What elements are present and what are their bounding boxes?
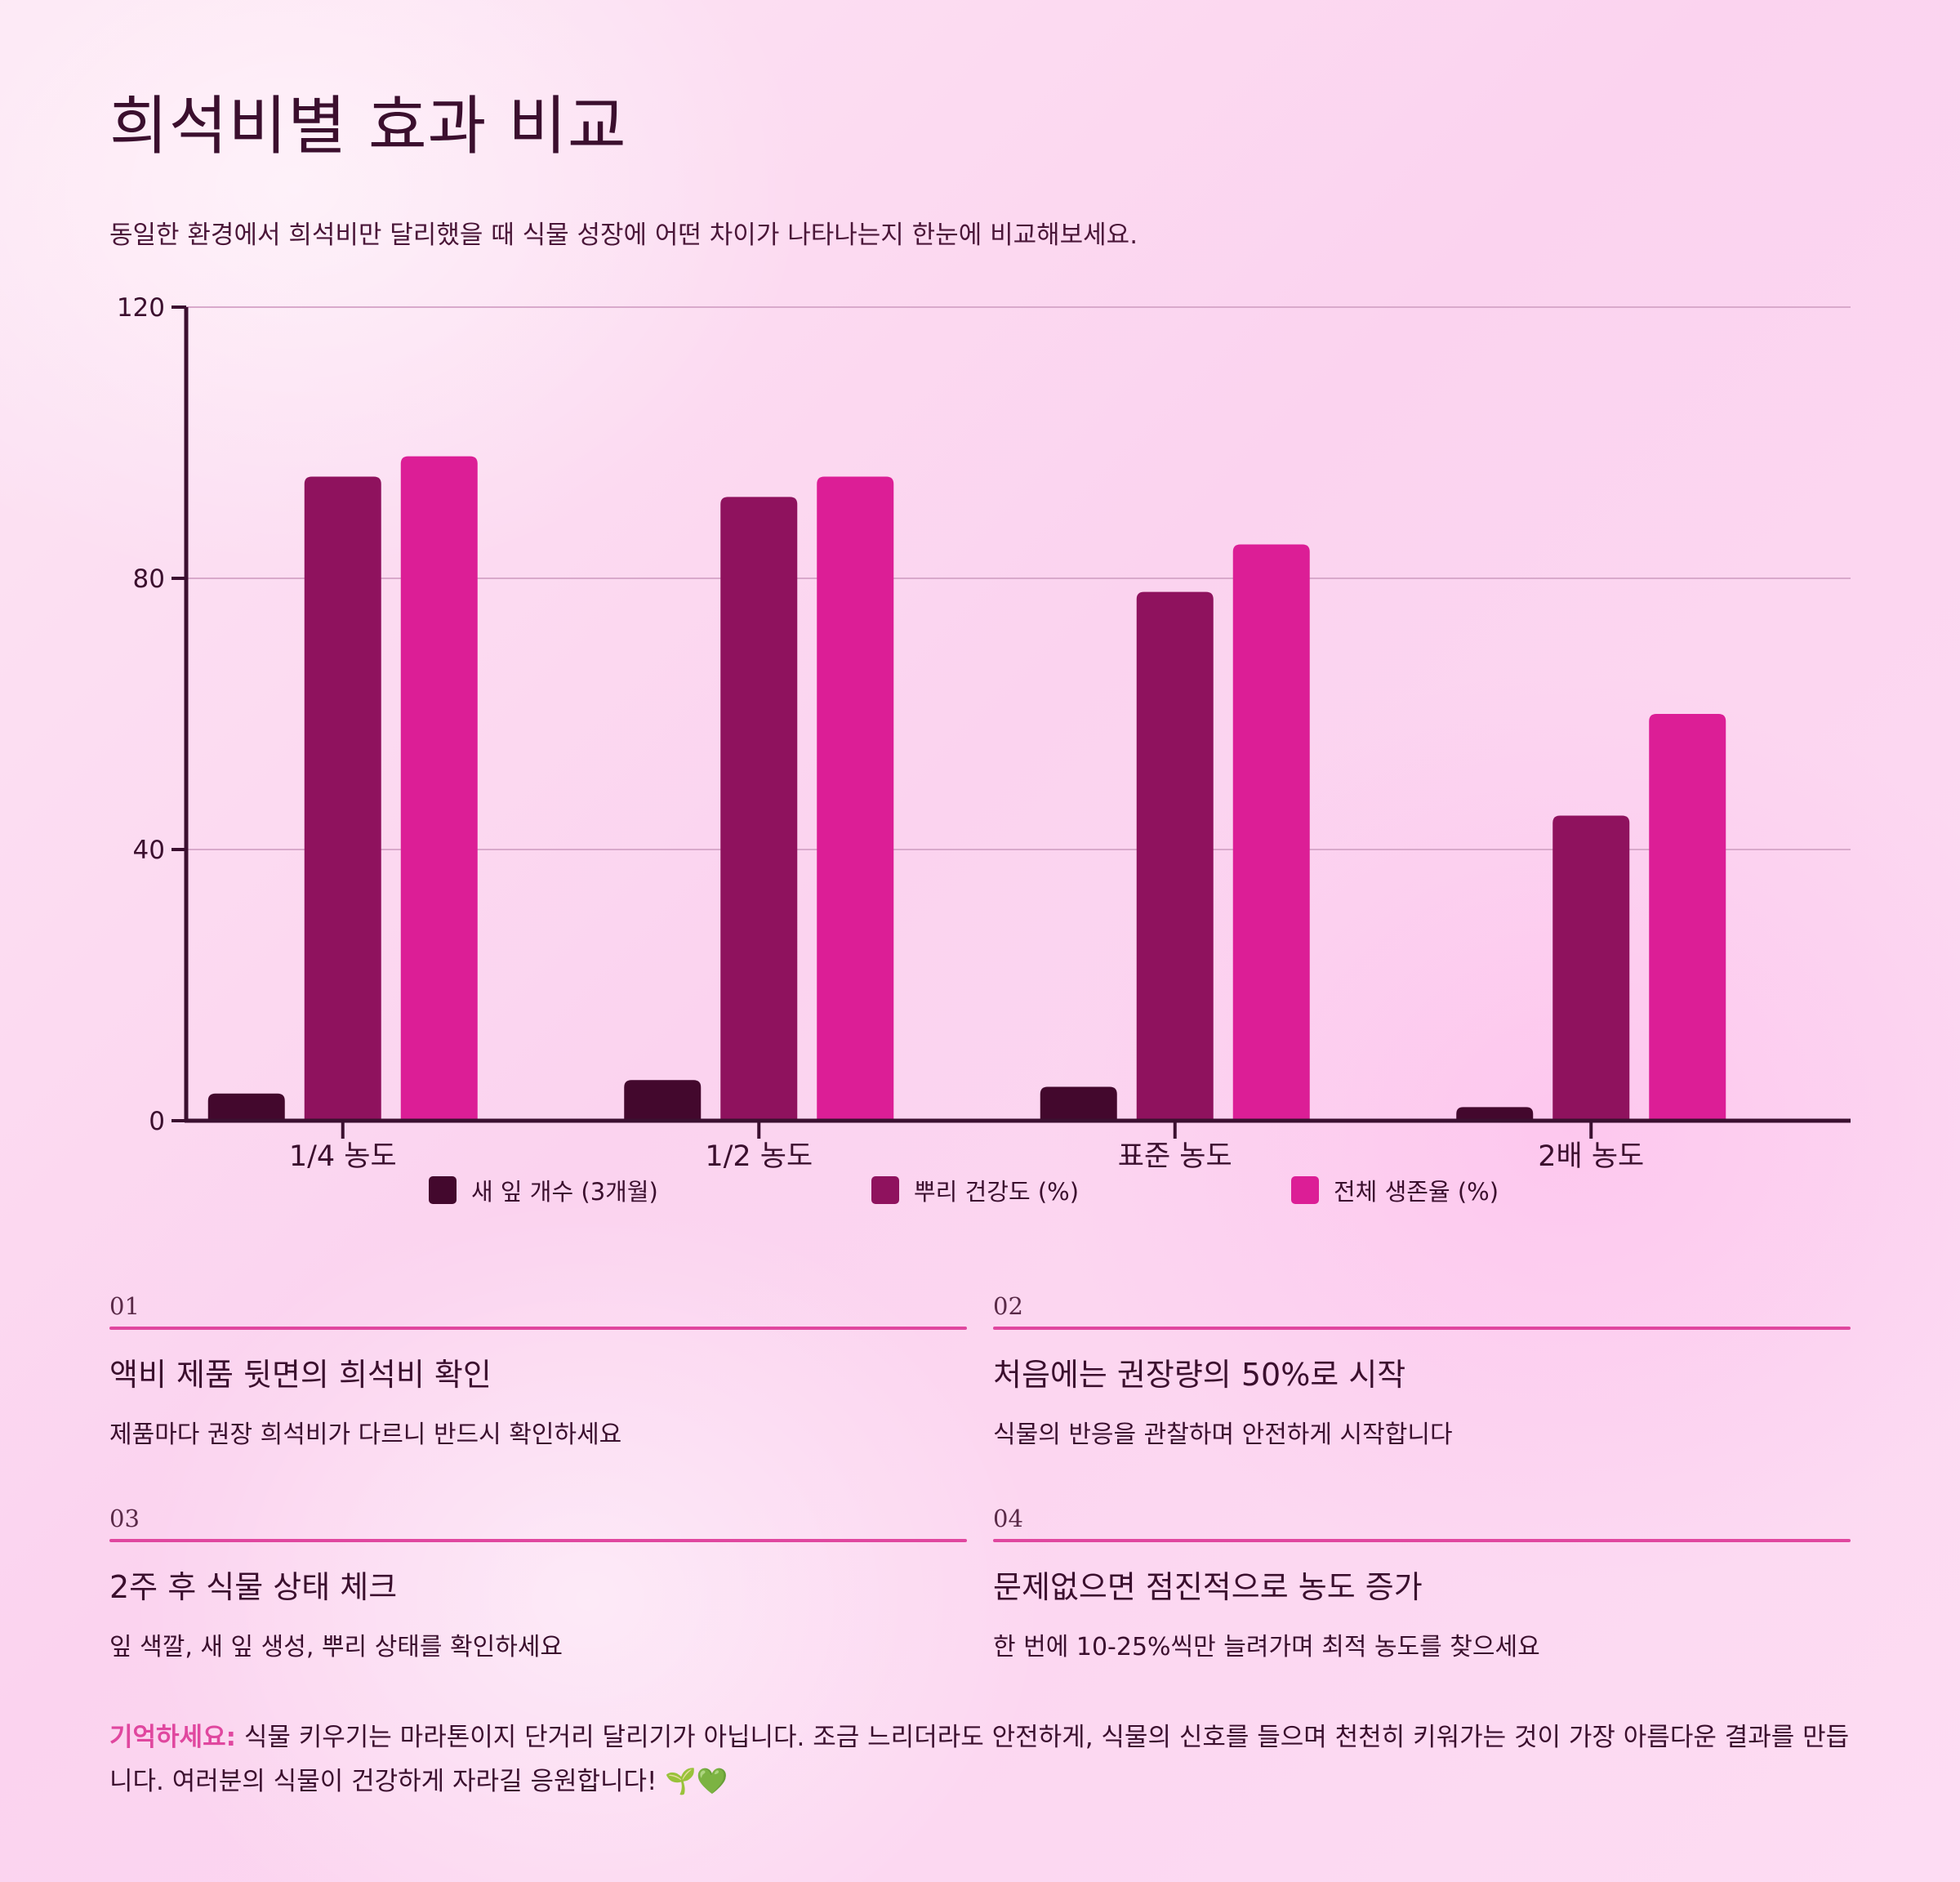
step-number: 01 xyxy=(109,1292,140,1320)
reminder-text: 식물 키우기는 마라톤이지 단거리 달리기가 아닙니다. 조금 느리더라도 안전… xyxy=(109,1723,1850,1796)
bar xyxy=(304,476,381,1121)
step-title: 문제없으면 점진적으로 농도 증가 xyxy=(993,1569,1423,1605)
step-number: 02 xyxy=(993,1292,1023,1320)
chart-legend: 새 잎 개수 (3개월) 뿌리 건강도 (%) 전체 생존율 (%) xyxy=(0,1173,1960,1206)
step-number: 04 xyxy=(993,1505,1023,1532)
x-tick-label: 2배 농도 xyxy=(1538,1140,1644,1173)
step-card: 01 액비 제품 뒷면의 희석비 확인 제품마다 권장 희석비가 다르니 반드시… xyxy=(109,1292,967,1450)
step-divider xyxy=(109,1539,967,1542)
page-subtitle: 동일한 환경에서 희석비만 달리했을 때 식물 성장에 어떤 차이가 나타나는지… xyxy=(109,221,1138,250)
step-title: 액비 제품 뒷면의 희석비 확인 xyxy=(109,1357,492,1393)
reminder-label: 기억하세요: xyxy=(109,1723,236,1752)
bar xyxy=(400,456,478,1121)
legend-item-new-leaves: 새 잎 개수 (3개월) xyxy=(429,1173,658,1207)
x-tick-label: 표준 농도 xyxy=(1118,1140,1232,1173)
reminder-note: 기억하세요: 식물 키우기는 마라톤이지 단거리 달리기가 아닙니다. 조금 느… xyxy=(109,1715,1857,1804)
page-title: 희석비별 효과 비교 xyxy=(109,90,627,163)
x-tick-label: 1/2 농도 xyxy=(705,1140,813,1173)
legend-swatch xyxy=(871,1176,899,1204)
x-tick-label: 1/4 농도 xyxy=(289,1140,397,1173)
step-number: 03 xyxy=(109,1505,140,1532)
step-description: 잎 색깔, 새 잎 생성, 뿌리 상태를 확인하세요 xyxy=(109,1633,564,1661)
y-tick-label: 0 xyxy=(149,1107,165,1136)
step-card: 04 문제없으면 점진적으로 농도 증가 한 번에 10-25%씩만 늘려가며 … xyxy=(993,1505,1851,1662)
step-title: 처음에는 권장량의 50%로 시작 xyxy=(993,1357,1406,1393)
legend-swatch xyxy=(1291,1176,1319,1204)
bar xyxy=(624,1080,702,1121)
y-tick-label: 120 xyxy=(117,293,165,323)
step-description: 식물의 반응을 관찰하며 안전하게 시작합니다 xyxy=(993,1420,1453,1449)
bar xyxy=(207,1093,285,1121)
bar xyxy=(720,497,798,1121)
step-divider xyxy=(993,1327,1851,1330)
y-tick-label: 40 xyxy=(133,836,165,865)
step-card: 02 처음에는 권장량의 50%로 시작 식물의 반응을 관찰하며 안전하게 시… xyxy=(993,1292,1851,1450)
bar-chart: 1/4 농도 1/2 농도 표준 농도 2배 농도 0 40 80 120 xyxy=(117,293,1851,1173)
bar xyxy=(1136,591,1214,1121)
legend-item-survival-rate: 전체 생존율 (%) xyxy=(1291,1173,1499,1207)
bar xyxy=(1552,815,1630,1121)
bar xyxy=(1649,714,1726,1121)
bar xyxy=(1232,544,1310,1121)
bar xyxy=(817,476,894,1121)
step-description: 한 번에 10-25%씩만 늘려가며 최적 농도를 찾으세요 xyxy=(993,1633,1540,1661)
y-tick-label: 80 xyxy=(133,564,165,594)
legend-label: 전체 생존율 (%) xyxy=(1334,1178,1499,1206)
step-title: 2주 후 식물 상태 체크 xyxy=(109,1569,398,1605)
step-description: 제품마다 권장 희석비가 다르니 반드시 확인하세요 xyxy=(109,1420,622,1449)
bar xyxy=(1456,1107,1534,1121)
bar xyxy=(1040,1086,1117,1121)
step-divider xyxy=(993,1539,1851,1542)
legend-item-root-health: 뿌리 건강도 (%) xyxy=(871,1173,1079,1207)
legend-label: 새 잎 개수 (3개월) xyxy=(471,1178,658,1206)
legend-swatch xyxy=(429,1176,457,1204)
step-divider xyxy=(109,1327,967,1330)
legend-label: 뿌리 건강도 (%) xyxy=(914,1178,1080,1206)
step-card: 03 2주 후 식물 상태 체크 잎 색깔, 새 잎 생성, 뿌리 상태를 확인… xyxy=(109,1505,967,1662)
